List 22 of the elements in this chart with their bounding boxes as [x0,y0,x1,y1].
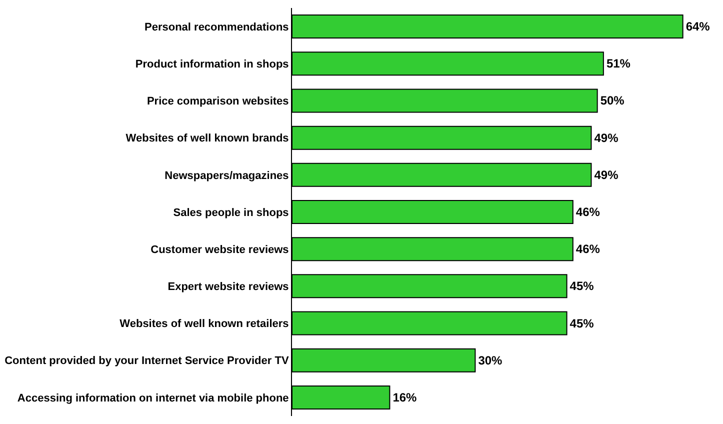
data-label: 46% [576,242,600,256]
y-tick-label: Websites of well known retailers [120,318,289,330]
y-tick-label: Product information in shops [135,58,289,70]
data-label: 49% [594,168,619,182]
data-label: 16% [392,390,418,404]
y-tick-label: Sales people in shops [173,206,289,219]
y-tick-label: Price comparison websites [146,96,289,108]
data-label: 46% [576,205,600,219]
y-tick-label: Personal recommendations [144,21,289,34]
y-tick-label: Expert website reviews [168,281,289,294]
data-label: 45% [570,316,594,330]
data-label: 64% [686,20,710,34]
y-tick-label: Accessing information on internet via mobile phone [17,392,289,404]
y-tick-label: Customer website reviews [150,244,289,256]
data-label: 49% [594,130,619,145]
y-tick-label: Content provided by your Internet Service Provider TV [4,355,290,368]
y-tick-label: Websites of well known brands [126,132,289,145]
data-label: 45% [570,279,594,294]
data-label: 50% [600,94,625,108]
y-tick-label: Newspapers/magazines [164,170,289,182]
data-label: 30% [478,353,503,368]
data-label: 51% [606,56,631,71]
